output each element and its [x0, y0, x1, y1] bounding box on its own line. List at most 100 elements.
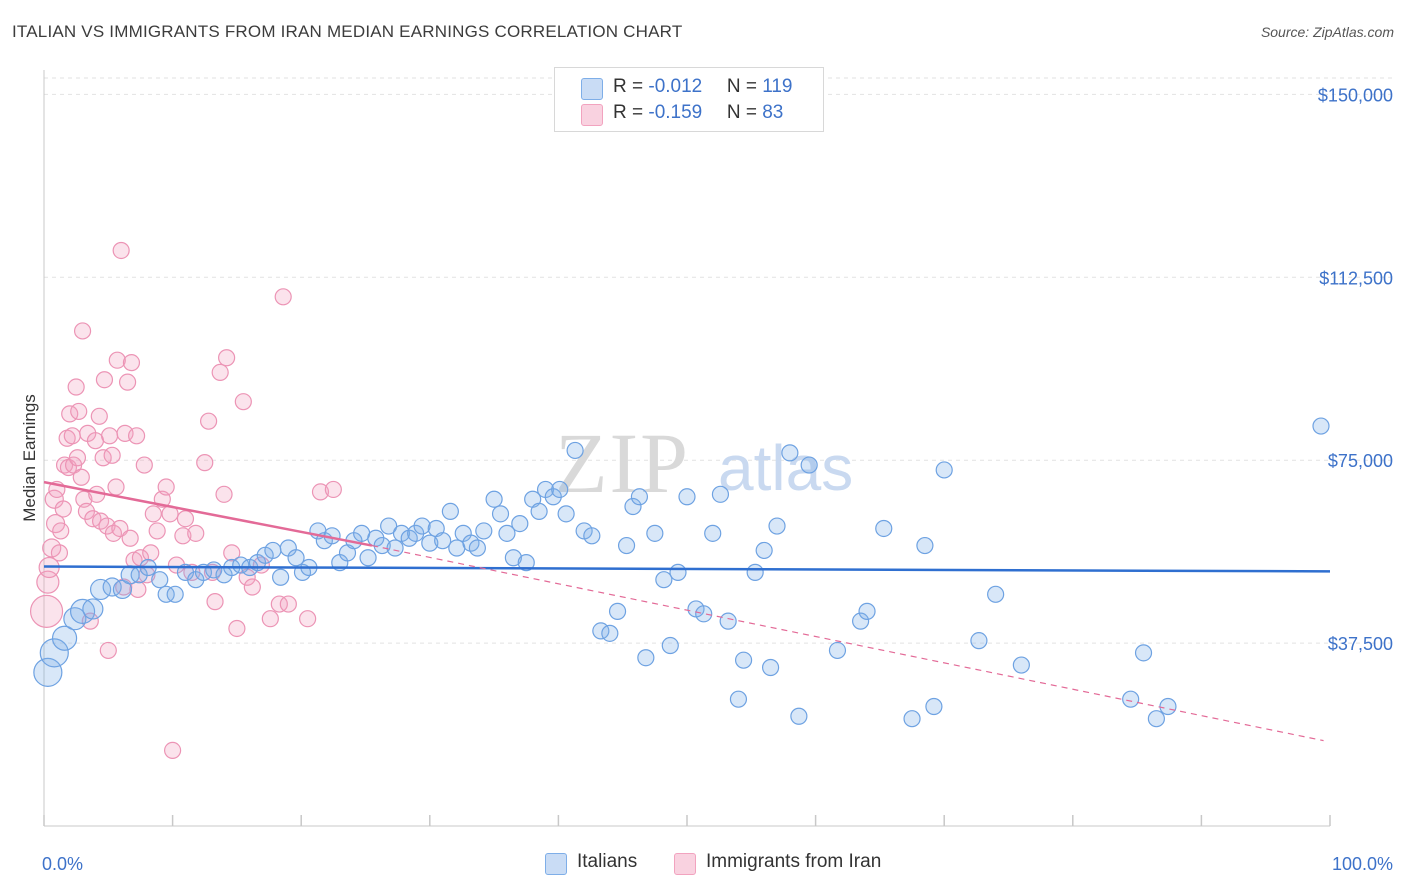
series-iran-points	[29, 241, 342, 760]
point-iran	[99, 641, 117, 660]
point-italians	[89, 578, 112, 601]
point-iran	[228, 619, 246, 638]
point-iran	[187, 524, 205, 542]
legend-n-label: N =	[726, 76, 763, 97]
point-iran	[200, 412, 218, 430]
point-iran	[70, 402, 88, 421]
point-iran	[127, 427, 146, 445]
point-italians	[925, 697, 943, 716]
point-italians	[434, 532, 452, 550]
point-italians	[678, 488, 696, 506]
y-tick-label: $75,000	[1328, 451, 1393, 471]
point-iran	[103, 446, 121, 464]
point-italians	[858, 602, 876, 620]
point-italians	[800, 456, 818, 474]
point-iran	[148, 522, 166, 540]
point-italians	[421, 534, 439, 552]
y-tick-label: $112,500	[1319, 268, 1393, 288]
point-italians	[970, 632, 988, 650]
point-italians	[39, 638, 69, 668]
point-iran	[108, 351, 126, 369]
point-italians	[1159, 697, 1177, 716]
point-italians	[511, 514, 529, 533]
point-italians	[734, 651, 753, 669]
point-italians	[655, 571, 673, 589]
chart-title: ITALIAN VS IMMIGRANTS FROM IRAN MEDIAN E…	[12, 22, 683, 41]
point-iran	[218, 349, 236, 367]
point-iran	[144, 505, 162, 523]
point-italians	[755, 541, 773, 560]
point-italians	[695, 605, 713, 623]
point-iran	[167, 556, 186, 574]
point-iran	[270, 595, 288, 613]
point-italians	[916, 536, 934, 555]
point-italians	[151, 571, 169, 589]
point-italians	[485, 490, 503, 508]
point-iran	[211, 363, 229, 381]
gridlines	[44, 77, 1392, 644]
point-italians	[491, 505, 510, 523]
point-italians	[661, 636, 679, 655]
point-italians	[852, 612, 870, 630]
point-italians	[413, 517, 431, 535]
point-italians	[551, 480, 569, 499]
point-italians	[935, 461, 953, 479]
point-italians	[729, 690, 748, 708]
point-iran	[122, 354, 141, 372]
point-italians	[987, 585, 1005, 603]
y-tick-label: $37,500	[1328, 634, 1393, 654]
point-italians	[82, 598, 104, 620]
point-italians	[790, 707, 808, 725]
point-italians	[601, 624, 619, 642]
point-iran	[100, 427, 119, 445]
x-tick-label: 100.0%	[1332, 854, 1393, 874]
point-italians	[875, 519, 893, 538]
watermark-atlas: atlas	[718, 432, 853, 504]
legend-r-value: -0.012	[648, 76, 703, 97]
point-iran	[67, 378, 85, 396]
x-tick-label: 0.0%	[42, 854, 83, 874]
point-italians	[264, 541, 282, 560]
point-italians	[624, 497, 642, 516]
legend-n-label: N =	[726, 102, 763, 123]
point-italians	[646, 524, 664, 542]
point-italians	[386, 539, 404, 557]
point-italians	[719, 612, 737, 630]
point-italians	[63, 607, 87, 631]
point-iran	[164, 741, 182, 760]
point-iran	[129, 580, 147, 599]
point-iran	[29, 594, 64, 628]
point-italians	[475, 522, 493, 540]
trend-lines	[43, 480, 1331, 742]
point-italians	[768, 517, 786, 535]
point-iran	[118, 373, 137, 391]
point-italians	[711, 485, 730, 503]
point-italians	[1312, 417, 1330, 435]
point-iran	[107, 478, 125, 496]
point-italians	[704, 524, 722, 542]
point-italians	[637, 649, 655, 667]
y-tick-labels: $37,500 $75,000 $112,500 $150,000	[1318, 85, 1393, 654]
point-italians	[468, 539, 486, 557]
point-italians	[608, 602, 627, 620]
y-axis-title: Median Earnings	[20, 394, 39, 522]
point-italians	[1147, 710, 1165, 728]
legend-r-label: R =	[613, 76, 649, 97]
correlation-legend: R = -0.012 N = 119 R = -0.159 N = 83	[554, 67, 824, 132]
point-italians	[669, 563, 687, 581]
point-iran	[223, 544, 241, 562]
point-italians	[1012, 656, 1030, 674]
point-iran	[311, 483, 330, 501]
point-iran	[206, 593, 224, 611]
point-iran	[196, 454, 214, 472]
point-iran	[63, 427, 81, 445]
point-italians	[746, 563, 764, 581]
point-iran	[50, 544, 69, 562]
point-iran	[73, 322, 92, 340]
point-iran	[324, 480, 342, 499]
source-label: Source: ZipAtlas.com	[1260, 24, 1394, 40]
point-iran	[42, 538, 62, 558]
point-italians	[517, 554, 535, 572]
point-italians	[566, 441, 584, 460]
legend-n-value: 83	[762, 102, 784, 123]
